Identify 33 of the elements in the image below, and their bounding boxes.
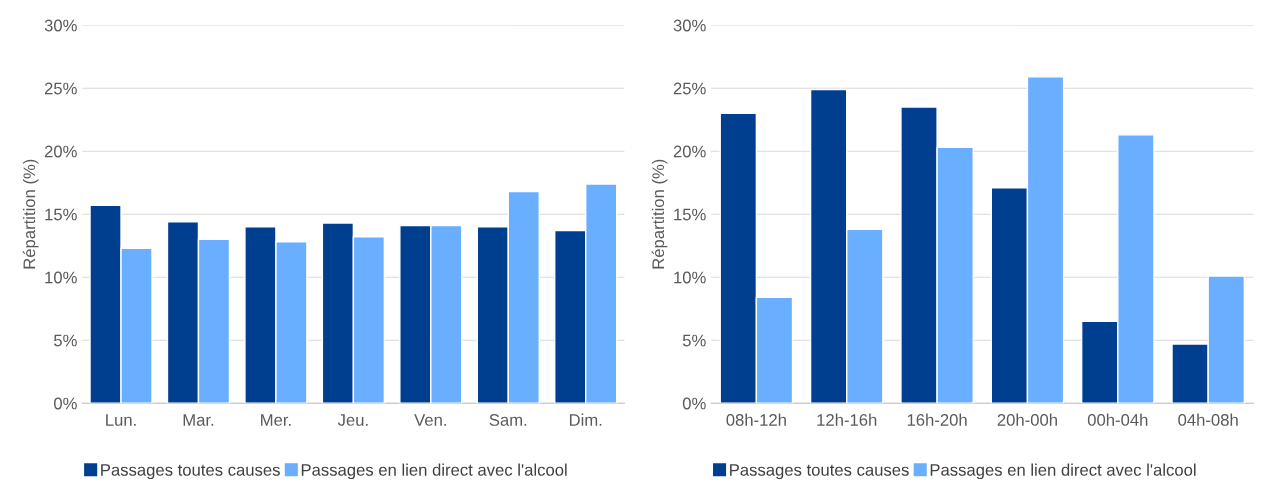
x-tick-label: 04h-08h: [1178, 413, 1238, 426]
legend-label: Passages en lien direct avec l'alcool: [930, 463, 1196, 480]
y-axis-title: Répartition (%): [22, 159, 39, 269]
y-tick-label: 25%: [673, 82, 706, 95]
y-tick-label: 30%: [44, 19, 77, 32]
y-tick-label: 15%: [45, 208, 77, 221]
x-tick-label: Ven.: [414, 414, 446, 426]
x-tick-label: Lun.: [106, 414, 136, 426]
x-tick-label: Mar.: [183, 414, 214, 426]
y-tick-label: 5%: [54, 334, 77, 347]
legend-label: Passages toutes causes: [101, 464, 280, 480]
legend-label: Passages toutes causes: [730, 464, 909, 480]
x-tick-label: 12h-16h: [817, 413, 877, 426]
y-tick-label: 10%: [45, 271, 77, 284]
legend-label: Passages en lien direct avec l'alcool: [301, 463, 567, 480]
y-tick-label: 5%: [682, 334, 706, 347]
x-tick-label: 08h-12h: [726, 413, 786, 426]
y-tick-label: 0%: [682, 397, 706, 410]
x-tick-label: Jeu.: [337, 414, 368, 426]
x-tick-label: Sam.: [489, 414, 527, 426]
x-tick-label: 00h-04h: [1087, 413, 1148, 426]
y-tick-label: 30%: [673, 19, 706, 32]
y-tick-label: 25%: [44, 82, 77, 95]
y-tick-label: 20%: [44, 145, 77, 158]
x-tick-label: Dim.: [569, 413, 602, 426]
y-tick-label: 10%: [674, 271, 706, 284]
x-tick-label: 20h-00h: [997, 413, 1057, 426]
y-tick-label: 0%: [53, 397, 77, 410]
x-tick-label: Mer.: [261, 414, 291, 426]
y-tick-label: 20%: [673, 145, 706, 158]
x-tick-label: 16h-20h: [907, 413, 967, 426]
y-tick-label: 15%: [674, 208, 706, 221]
y-axis-title: Répartition (%): [651, 159, 668, 269]
